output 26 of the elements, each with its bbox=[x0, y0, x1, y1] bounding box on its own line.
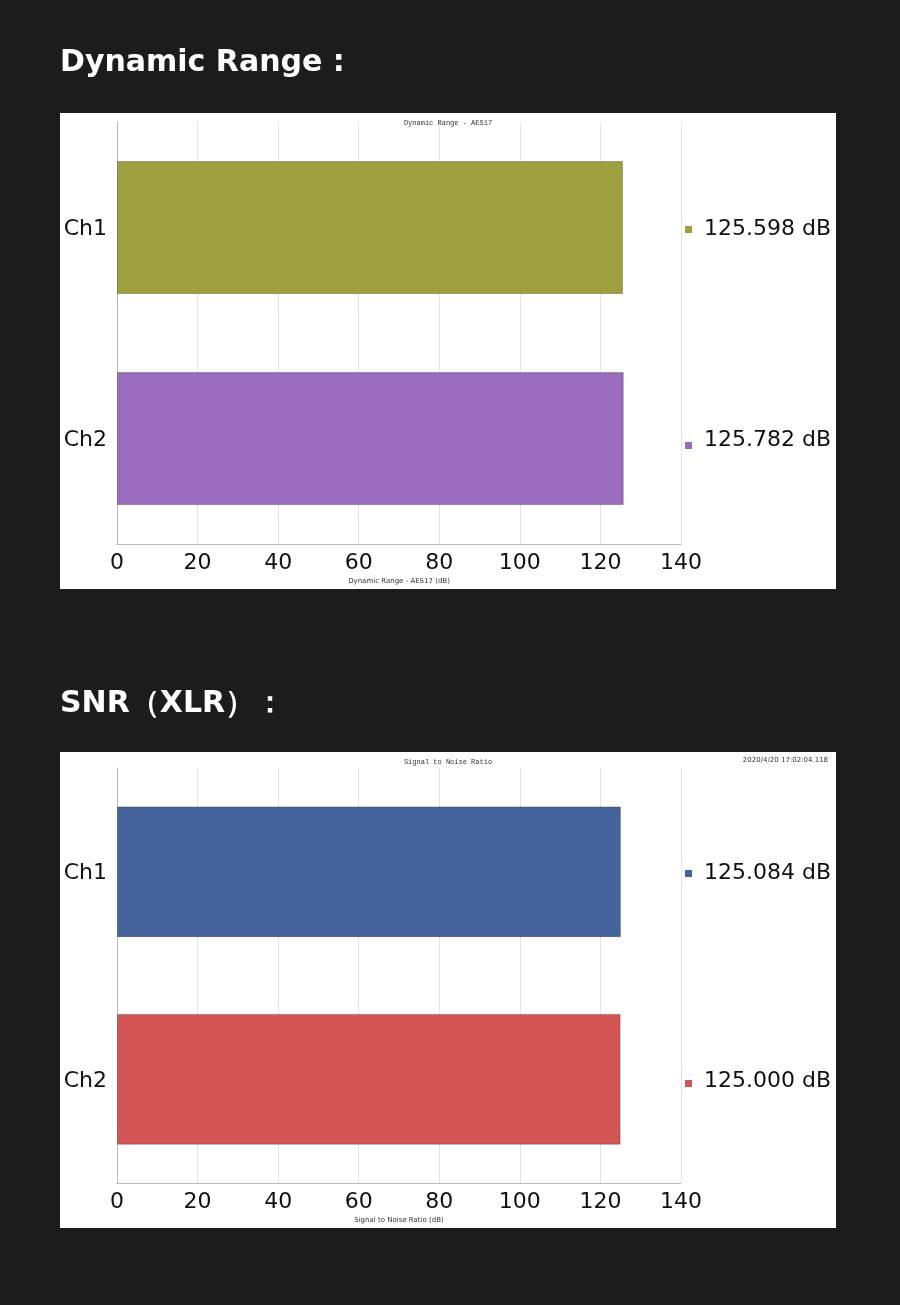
chart-title: Dynamic Range : bbox=[60, 43, 345, 78]
data-label: 125.598 dB bbox=[704, 215, 832, 241]
x-tick-label: 100 bbox=[498, 1187, 541, 1213]
x-tick-label: 40 bbox=[264, 1187, 293, 1213]
x-tick-label: 60 bbox=[344, 548, 373, 574]
x-tick-label: 80 bbox=[425, 1187, 454, 1213]
x-tick-label: 80 bbox=[425, 548, 454, 574]
x-tick-label: 0 bbox=[110, 548, 124, 574]
y-tick-label: Ch2 bbox=[63, 426, 107, 452]
x-tick-label: 100 bbox=[498, 548, 541, 574]
x-tick-label: 120 bbox=[579, 1187, 622, 1213]
x-tick-label: 140 bbox=[660, 1187, 702, 1213]
x-tick-label: 20 bbox=[183, 548, 212, 574]
y-tick-label: Ch2 bbox=[63, 1066, 107, 1092]
x-tick-label: 140 bbox=[660, 548, 702, 574]
y-tick-label: Ch1 bbox=[63, 859, 107, 885]
chart-title: SNR（XLR）： bbox=[60, 683, 286, 721]
x-tick-label: 0 bbox=[110, 1187, 124, 1213]
data-label: 125.782 dB bbox=[704, 426, 832, 452]
x-tick-label: 40 bbox=[264, 548, 293, 574]
data-label: 125.084 dB bbox=[704, 859, 832, 885]
x-tick-label: 120 bbox=[579, 548, 622, 574]
x-tick-label: 20 bbox=[183, 1187, 212, 1213]
data-label: 125.000 dB bbox=[704, 1066, 832, 1092]
x-tick-label: 60 bbox=[344, 1187, 373, 1213]
y-tick-label: Ch1 bbox=[63, 215, 107, 241]
